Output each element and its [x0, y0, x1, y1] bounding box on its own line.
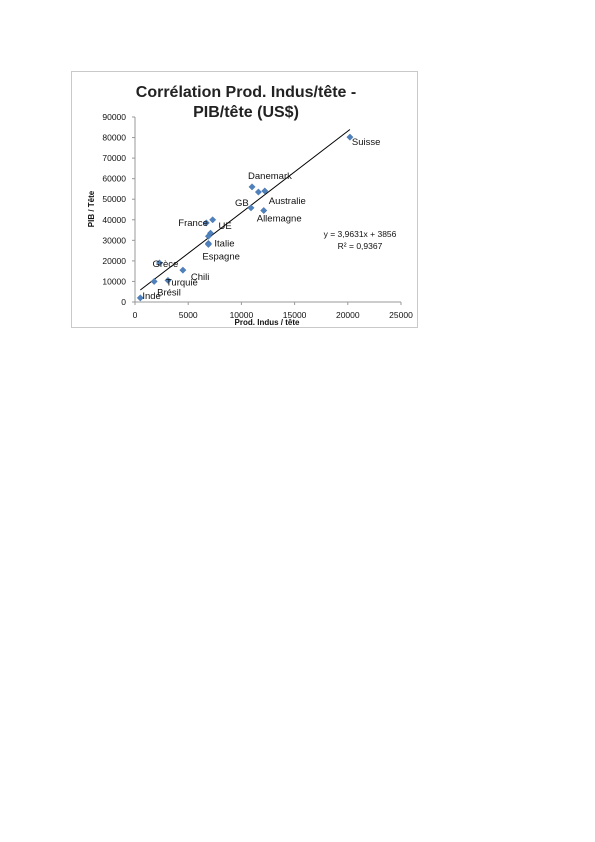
- point-label: Grèce: [152, 259, 178, 270]
- data-point: [204, 232, 212, 240]
- y-tick-label: 10000: [102, 276, 126, 286]
- x-tick-label: 25000: [389, 310, 413, 320]
- point-label: Turquie: [166, 277, 198, 288]
- data-point: [254, 188, 262, 196]
- y-axis-ticks: 0 10000 20000 30000 40000 50000 60000 70000 8000…: [102, 112, 135, 307]
- y-axis-title: PIB / Tête: [87, 190, 96, 227]
- data-point: [136, 294, 144, 302]
- data-point: [164, 276, 172, 284]
- y-tick-label: 60000: [102, 174, 126, 184]
- data-point: [247, 204, 255, 212]
- y-tick-label: 50000: [102, 194, 126, 204]
- x-tick-label: 10000: [230, 310, 254, 320]
- y-tick-label: 90000: [102, 112, 126, 122]
- point-label: Espagne: [202, 251, 240, 262]
- data-point: [155, 259, 163, 267]
- trendline-equation: y = 3,9631x + 3856: [324, 229, 397, 239]
- x-tick-label: 15000: [283, 310, 307, 320]
- r-squared: R² = 0,9367: [338, 241, 383, 251]
- data-point: [150, 277, 158, 285]
- trendline: [140, 129, 351, 291]
- data-point: [209, 216, 217, 224]
- point-label: Suisse: [352, 137, 381, 148]
- y-tick-label: 40000: [102, 215, 126, 225]
- point-label: Brésil: [157, 287, 181, 298]
- x-tick-label: 0: [133, 310, 138, 320]
- data-point: [248, 183, 256, 191]
- x-axis-ticks: 0 5000 10000 15000 20000 25000: [133, 302, 413, 320]
- chart-frame: [71, 71, 418, 328]
- point-label: Danemark: [248, 171, 292, 182]
- data-point: [179, 266, 187, 274]
- data-point: [260, 207, 268, 215]
- point-label: Allemagne: [257, 214, 302, 225]
- y-tick-label: 30000: [102, 235, 126, 245]
- point-label: Inde: [142, 291, 161, 302]
- data-point: [346, 133, 354, 141]
- x-axis-title: Prod. Indus / tête: [235, 318, 300, 327]
- point-label: France: [178, 218, 208, 229]
- y-tick-label: 70000: [102, 153, 126, 163]
- data-point: [204, 240, 212, 248]
- point-label: UE: [219, 221, 232, 232]
- data-point: [202, 219, 210, 227]
- point-label: Italie: [214, 238, 234, 249]
- y-tick-label: 80000: [102, 133, 126, 143]
- data-point: [261, 187, 269, 195]
- y-tick-label: 0: [121, 297, 126, 307]
- point-label: Chili: [191, 272, 209, 283]
- chart-title-line-1: Corrélation Prod. Indus/tête -: [136, 84, 356, 101]
- scatter-points: [136, 133, 354, 302]
- x-tick-label: 5000: [179, 310, 198, 320]
- point-label: GB: [235, 198, 249, 209]
- chart-title-line-2: PIB/tête (US$): [193, 104, 299, 121]
- trendline-group: [140, 129, 351, 291]
- x-tick-label: 20000: [336, 310, 360, 320]
- point-label: Australie: [269, 196, 306, 207]
- point-labels: Suisse Danemark Australie GB Allemagne France…: [142, 137, 380, 302]
- y-tick-label: 20000: [102, 256, 126, 266]
